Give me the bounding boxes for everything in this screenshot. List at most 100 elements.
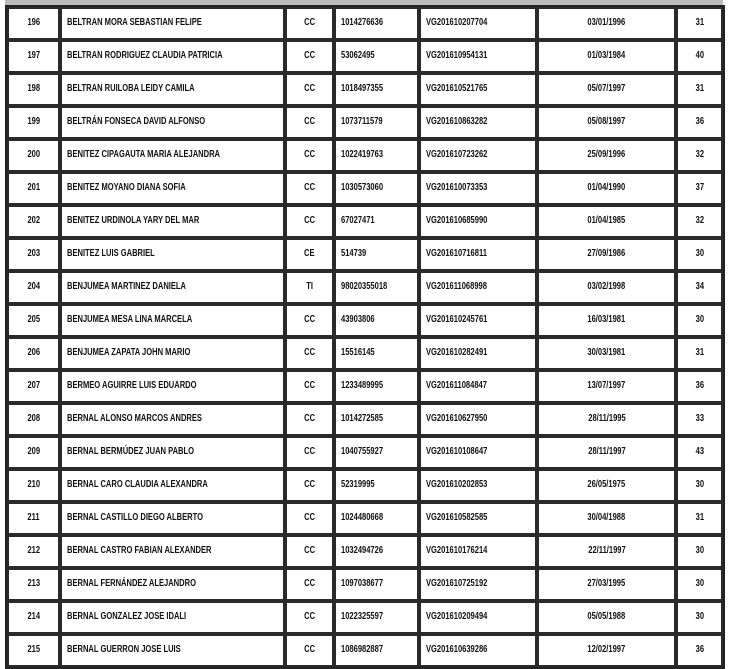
- document-type-cell: CE: [285, 238, 335, 271]
- document-number-cell: 53062495: [334, 40, 419, 73]
- score-cell: 40: [675, 40, 723, 73]
- table-row: 209 BERNAL BERMÚDEZ JUAN PABLO CC 104075592…: [7, 436, 723, 469]
- document-number-cell: 1086982887: [334, 634, 419, 667]
- score-cell: 30: [675, 304, 723, 337]
- full-name-cell: BERNAL CARO CLAUDIA ALEXANDRA: [60, 469, 286, 502]
- document-number-cell: 1014272585: [334, 403, 419, 436]
- full-name: BENITEZ MOYANO DIANA SOFIA: [67, 181, 186, 193]
- row-number: 196: [27, 16, 40, 28]
- full-name: BERNAL GONZALEZ JOSE IDALI: [67, 610, 187, 622]
- full-name: BELTRAN RUILOBA LEIDY CAMILA: [67, 82, 195, 94]
- date-cell: 05/08/1997: [537, 106, 676, 139]
- document-number-cell: 1073711579: [334, 106, 419, 139]
- score: 31: [695, 82, 704, 94]
- score-cell: 43: [675, 436, 723, 469]
- date: 01/04/1990: [587, 181, 626, 193]
- document-number: 1233489995: [341, 379, 384, 391]
- document-number-cell: 1097038677: [334, 568, 419, 601]
- full-name-cell: BELTRAN RODRIGUEZ CLAUDIA PATRICIA: [60, 40, 286, 73]
- row-number: 211: [27, 511, 40, 523]
- date-cell: 03/02/1998: [537, 271, 676, 304]
- document-type-cell: CC: [285, 601, 335, 634]
- document-number-cell: 1032494726: [334, 535, 419, 568]
- row-number-cell: 199: [7, 106, 61, 139]
- score: 30: [695, 478, 704, 490]
- table-row: 196 BELTRAN MORA SEBASTIAN FELIPE CC 101427…: [7, 7, 723, 40]
- score: 30: [695, 577, 704, 589]
- registration-code-cell: VG201610582585: [418, 502, 538, 535]
- score-cell: 36: [675, 106, 723, 139]
- date-cell: 26/05/1975: [537, 469, 676, 502]
- document-number: 1014272585: [341, 412, 384, 424]
- registration-code: VG201610521765: [425, 82, 488, 94]
- document-type-cell: TI: [285, 271, 335, 304]
- row-number: 200: [27, 148, 40, 160]
- score-cell: 30: [675, 601, 723, 634]
- full-name-cell: BERNAL BERMÚDEZ JUAN PABLO: [60, 436, 286, 469]
- full-name-cell: BELTRAN MORA SEBASTIAN FELIPE: [60, 7, 286, 40]
- score: 34: [695, 280, 704, 292]
- document-number-cell: 15516145: [334, 337, 419, 370]
- registration-code-cell: VG201610245761: [418, 304, 538, 337]
- table-row: 207 BERMEO AGUIRRE LUIS EDUARDO CC 12334899…: [7, 370, 723, 403]
- registration-code: VG201610725192: [425, 577, 488, 589]
- document-type: CC: [304, 82, 316, 94]
- document-number-cell: 1018497355: [334, 73, 419, 106]
- full-name: BENJUMEA ZAPATA JOHN MARIO: [67, 346, 191, 358]
- table-row: 211 BERNAL CASTILLO DIEGO ALBERTO CC 102448…: [7, 502, 723, 535]
- score-cell: 36: [675, 370, 723, 403]
- table-row: 213 BERNAL FERNÁNDEZ ALEJANDRO CC 109703867…: [7, 568, 723, 601]
- date-cell: 30/04/1988: [537, 502, 676, 535]
- row-number: 197: [27, 49, 40, 61]
- row-number: 204: [27, 280, 40, 292]
- registration-code-cell: VG201610176214: [418, 535, 538, 568]
- document-type: TI: [306, 280, 314, 292]
- registration-code: VG201610863282: [425, 115, 488, 127]
- score: 33: [695, 412, 704, 424]
- registration-code: VG201611068998: [425, 280, 487, 292]
- date: 03/02/1998: [587, 280, 626, 292]
- document-type: CC: [304, 214, 316, 226]
- score: 36: [695, 643, 704, 655]
- row-number: 201: [27, 181, 40, 193]
- full-name-cell: BENITEZ LUIS GABRIEL: [60, 238, 286, 271]
- date: 28/11/1997: [587, 445, 626, 457]
- registration-code: VG201610716811: [425, 247, 487, 259]
- score-cell: 30: [675, 568, 723, 601]
- table-row: 201 BENITEZ MOYANO DIANA SOFIA CC 103057306…: [7, 172, 723, 205]
- date: 27/03/1995: [587, 577, 626, 589]
- date-cell: 28/11/1995: [537, 403, 676, 436]
- full-name-cell: BENITEZ URDINOLA YARY DEL MAR: [60, 205, 286, 238]
- registration-code-cell: VG201610282491: [418, 337, 538, 370]
- registration-code-cell: VG201610954131: [418, 40, 538, 73]
- full-name-cell: BELTRÁN FONSECA DAVID ALFONSO: [60, 106, 286, 139]
- records-table: 196 BELTRAN MORA SEBASTIAN FELIPE CC 101427…: [5, 5, 725, 669]
- table-row: 210 BERNAL CARO CLAUDIA ALEXANDRA CC 523199…: [7, 469, 723, 502]
- registration-code-cell: VG201610723262: [418, 139, 538, 172]
- row-number-cell: 202: [7, 205, 61, 238]
- row-number-cell: 214: [7, 601, 61, 634]
- registration-code: VG201610627950: [425, 412, 488, 424]
- date-cell: 27/03/1995: [537, 568, 676, 601]
- document-type: CC: [304, 511, 316, 523]
- row-number: 215: [27, 643, 40, 655]
- document-type-cell: CC: [285, 73, 335, 106]
- date: 30/03/1981: [587, 346, 626, 358]
- document-type-cell: CC: [285, 502, 335, 535]
- date: 13/07/1997: [587, 379, 626, 391]
- full-name: BELTRAN RODRIGUEZ CLAUDIA PATRICIA: [67, 49, 223, 61]
- full-name: BENITEZ LUIS GABRIEL: [67, 247, 155, 259]
- score-cell: 30: [675, 238, 723, 271]
- document-number: 52319995: [341, 478, 375, 490]
- full-name: BENJUMEA MESA LINA MARCELA: [67, 313, 193, 325]
- date-cell: 01/04/1985: [537, 205, 676, 238]
- date-cell: 25/09/1996: [537, 139, 676, 172]
- score-cell: 31: [675, 502, 723, 535]
- registration-code: VG201610209494: [425, 610, 488, 622]
- score: 30: [695, 247, 704, 259]
- document-type: CC: [304, 49, 316, 61]
- score: 30: [695, 610, 704, 622]
- registration-code-cell: VG201610716811: [418, 238, 538, 271]
- document-type: CC: [304, 115, 316, 127]
- document-type: CC: [304, 478, 316, 490]
